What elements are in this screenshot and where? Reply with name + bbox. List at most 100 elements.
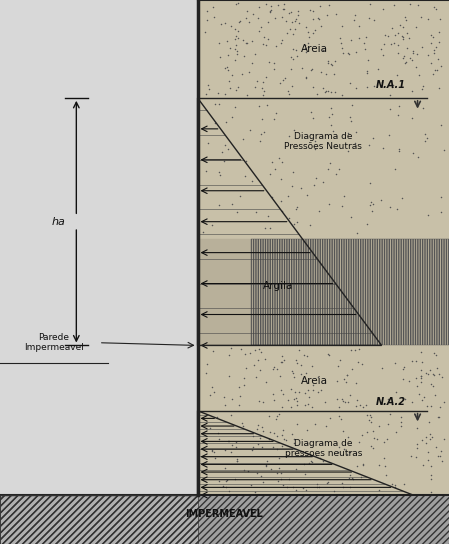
Text: Parede
Impermeavel: Parede Impermeavel: [24, 333, 84, 353]
Point: [425, 50, 432, 59]
Point: [221, 63, 229, 72]
Point: [233, 47, 241, 55]
Point: [396, 144, 403, 153]
Point: [209, 3, 216, 12]
Point: [409, 47, 417, 55]
Point: [438, 121, 445, 129]
Point: [356, 22, 363, 30]
Bar: [198, 239, 449, 345]
Point: [347, 35, 354, 44]
Point: [401, 13, 409, 22]
Point: [281, 434, 288, 443]
Point: [387, 39, 394, 48]
Point: [302, 469, 309, 478]
Point: [330, 126, 337, 135]
Point: [388, 399, 396, 408]
Point: [395, 29, 402, 38]
Point: [364, 69, 371, 77]
Point: [316, 454, 323, 462]
Point: [324, 10, 331, 19]
Point: [216, 53, 223, 61]
Point: [259, 398, 266, 407]
Point: [2, 455, 9, 463]
Text: N.A.2: N.A.2: [376, 397, 405, 407]
Point: [222, 118, 229, 126]
Point: [246, 68, 253, 77]
Point: [323, 70, 330, 79]
Point: [396, 21, 404, 29]
Point: [399, 23, 406, 32]
Point: [365, 14, 373, 22]
Point: [70, 473, 78, 482]
Point: [228, 344, 235, 353]
Point: [265, 435, 273, 443]
Point: [263, 461, 270, 469]
Point: [319, 45, 326, 54]
Point: [409, 49, 417, 58]
Point: [273, 469, 280, 478]
Point: [379, 51, 387, 59]
Point: [308, 458, 316, 466]
Point: [334, 394, 341, 403]
Point: [245, 467, 252, 475]
Point: [63, 474, 70, 483]
Point: [267, 428, 274, 437]
Point: [432, 4, 439, 13]
Point: [386, 203, 393, 212]
Point: [363, 411, 370, 419]
Point: [348, 212, 355, 221]
Point: [427, 380, 434, 388]
Point: [279, 403, 286, 411]
Point: [418, 13, 425, 21]
Point: [342, 378, 349, 386]
Point: [211, 453, 219, 462]
Point: [272, 164, 279, 173]
Point: [251, 345, 258, 354]
Point: [176, 392, 183, 400]
Text: Areia: Areia: [301, 376, 328, 386]
Point: [232, 45, 239, 53]
Point: [260, 40, 267, 48]
Point: [303, 23, 310, 32]
Point: [336, 411, 343, 420]
Point: [262, 41, 269, 50]
Point: [361, 45, 368, 53]
Point: [223, 475, 230, 484]
Point: [350, 16, 357, 24]
Point: [111, 408, 119, 417]
Point: [247, 126, 254, 135]
Point: [314, 479, 321, 488]
Point: [324, 87, 331, 96]
Point: [250, 10, 257, 18]
Point: [228, 394, 235, 403]
Point: [401, 479, 408, 488]
Text: Diagrama de
pressoes neutras: Diagrama de pressoes neutras: [285, 439, 362, 459]
Point: [346, 78, 353, 87]
Point: [258, 114, 265, 123]
Point: [309, 7, 317, 16]
Point: [422, 438, 429, 447]
Point: [319, 177, 326, 186]
Point: [243, 363, 250, 372]
Point: [292, 46, 299, 54]
Point: [299, 374, 306, 382]
Point: [240, 35, 247, 44]
Point: [288, 53, 295, 61]
Point: [380, 40, 387, 49]
Point: [384, 420, 392, 429]
Point: [290, 54, 297, 63]
Point: [293, 359, 300, 368]
Point: [439, 373, 446, 381]
Point: [80, 486, 88, 494]
Point: [120, 459, 127, 467]
Point: [266, 8, 273, 16]
Point: [281, 5, 288, 14]
Point: [347, 471, 354, 479]
Point: [267, 2, 274, 10]
Point: [123, 336, 130, 345]
Point: [388, 24, 396, 33]
Point: [295, 7, 302, 15]
Point: [216, 171, 224, 180]
Point: [249, 36, 256, 45]
Point: [273, 444, 280, 453]
